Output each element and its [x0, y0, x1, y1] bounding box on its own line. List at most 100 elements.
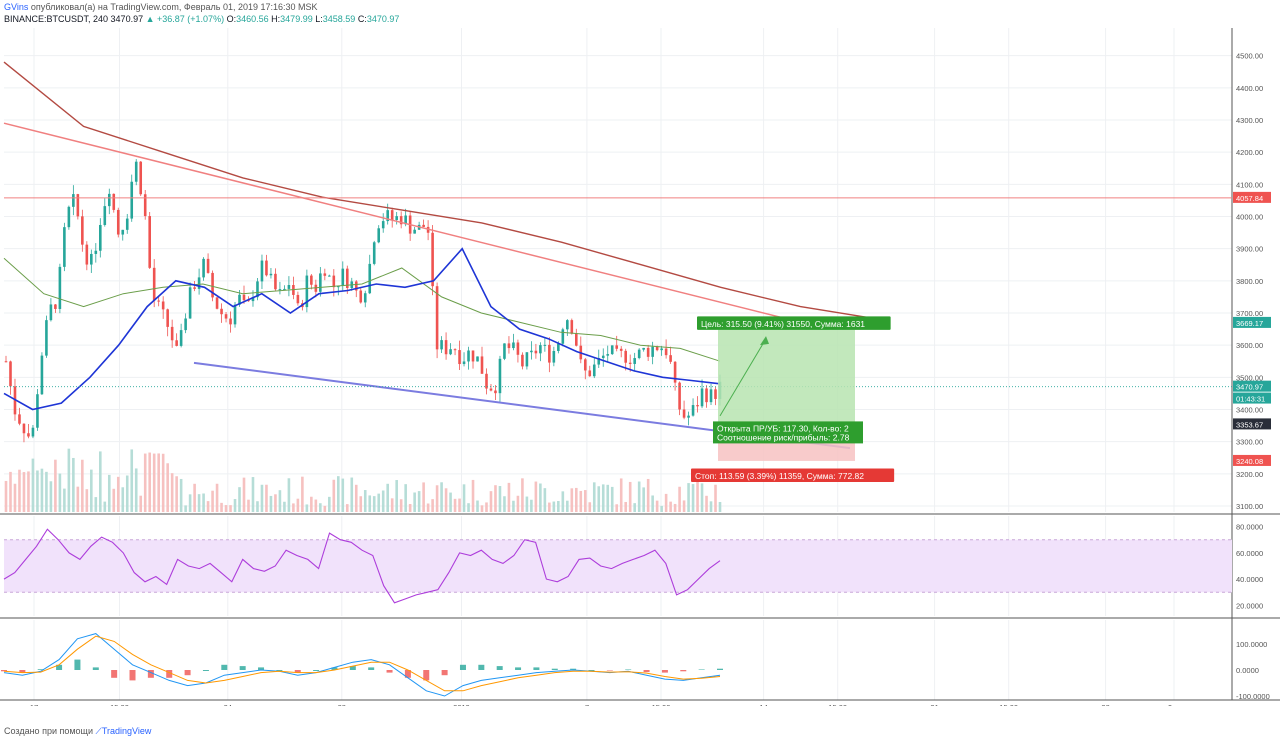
volume-bar: [687, 483, 690, 512]
ema-blue-line: [3, 247, 721, 411]
volume-bar: [610, 486, 614, 512]
macd-histogram-bar: [661, 670, 668, 673]
macd-histogram-bar: [515, 667, 522, 670]
volume-bar: [319, 503, 322, 512]
macd-histogram-bar: [570, 668, 577, 670]
tradingview-logo-icon[interactable]: ⟋: [95, 726, 102, 736]
price-tag: 3669.17: [1236, 319, 1263, 328]
macd-histogram-bar: [294, 670, 301, 673]
volume-bar: [696, 476, 699, 512]
publisher-name[interactable]: GVins: [4, 2, 29, 12]
rsi-tick-label: 60.0000: [1236, 549, 1263, 558]
macd-histogram-bar: [423, 670, 430, 681]
macd-histogram-bar: [643, 670, 650, 673]
candle-body: [489, 388, 493, 391]
y-tick-label: 3200.00: [1236, 470, 1263, 479]
volume-bar: [247, 499, 250, 512]
volume-bar: [197, 494, 201, 512]
candle-body: [444, 340, 448, 355]
volume-bar: [359, 496, 363, 512]
tradingview-brand[interactable]: TradingView: [101, 726, 152, 736]
volume-bar: [310, 496, 313, 512]
candle-body: [116, 209, 120, 235]
y-tick-label: 3100.00: [1236, 502, 1263, 511]
open-position-label: Открыта ПР/УБ: 117.30, Кол-во: 2: [717, 423, 849, 433]
volume-bar: [36, 470, 39, 512]
macd-tick-label: 100.0000: [1236, 640, 1267, 649]
candle-body: [27, 433, 30, 437]
volume-bar: [691, 484, 695, 512]
stop-label: Стоп: 113.59 (3.39%) 11359, Сумма: 772.8…: [695, 471, 864, 481]
candle-body: [714, 389, 717, 399]
volume-bar: [332, 479, 336, 512]
candle-body: [296, 294, 300, 304]
volume-bar: [13, 483, 17, 512]
price-change: ▲ +36.87 (+1.07%): [145, 14, 225, 24]
candle-body: [610, 345, 614, 355]
candle-body: [458, 350, 461, 365]
volume-bar: [269, 495, 273, 512]
x-tick-label: 17: [30, 703, 38, 706]
y-tick-label: 4300.00: [1236, 116, 1263, 125]
target-label-bg: [697, 316, 891, 330]
candle-body: [310, 275, 313, 285]
x-tick-label: 2019: [453, 703, 470, 706]
volume-bar: [664, 493, 668, 512]
macd-tick-label: 0.0000: [1236, 666, 1259, 675]
symbol-label[interactable]: BINANCE:BTCUSDT, 240: [4, 14, 109, 24]
volume-bar: [99, 451, 102, 512]
y-tick-label: 4100.00: [1236, 180, 1263, 189]
volume-bar: [521, 478, 524, 512]
volume-bar: [386, 483, 389, 512]
high-label: H:: [271, 14, 281, 24]
volume-bar: [561, 491, 565, 512]
macd-histogram-bar: [349, 666, 356, 670]
candle-body: [381, 221, 385, 229]
y-tick-label: 3400.00: [1236, 405, 1263, 414]
volume-bar: [18, 469, 21, 512]
volume-bar: [49, 481, 53, 512]
candle-body: [601, 355, 605, 359]
volume-bar: [705, 495, 708, 512]
volume-bar: [256, 501, 259, 512]
candle-body: [166, 309, 169, 327]
ma-red-line: [3, 61, 881, 321]
volume-bar: [624, 501, 627, 512]
candle-body: [4, 361, 8, 363]
volume-bar: [597, 486, 601, 512]
publish-info: GVins опубликовал(а) на TradingView.com,…: [4, 2, 318, 12]
volume-bar: [202, 493, 205, 512]
candle-body: [597, 358, 601, 365]
candle-body: [31, 427, 35, 437]
volume-bar: [152, 453, 156, 512]
volume-bar: [161, 453, 165, 512]
candle-body: [575, 333, 578, 346]
x-tick-label: Фев: [1167, 703, 1181, 706]
target-zone: [718, 322, 855, 425]
candle-body: [682, 409, 686, 418]
candle-body: [543, 344, 547, 346]
volume-bar: [260, 484, 264, 512]
volume-bar: [211, 490, 214, 512]
volume-bar: [341, 478, 345, 512]
trading-chart[interactable]: Цель: 315.50 (9.41%) 31550, Сумма: 1631 О…: [0, 28, 1280, 706]
candle-body: [453, 349, 457, 351]
volume-bar: [377, 493, 381, 512]
candle-body: [274, 273, 277, 290]
macd-histogram-bar: [19, 670, 26, 673]
candle-body: [49, 304, 53, 321]
candle-body: [112, 193, 116, 210]
volume-bar: [543, 488, 547, 512]
y-tick-label: 4500.00: [1236, 52, 1263, 61]
volume-bar: [139, 495, 143, 512]
volume-bar: [467, 503, 470, 512]
volume-bar: [462, 484, 466, 512]
volume-bar: [175, 476, 178, 512]
price-tag: 01:43:31: [1236, 395, 1265, 404]
volume-bar: [498, 486, 502, 512]
volume-bar: [292, 503, 295, 512]
macd-histogram-bar: [56, 664, 63, 670]
candle-body: [503, 343, 506, 359]
volume-bar: [399, 499, 403, 512]
macd-histogram-bar: [202, 670, 209, 671]
